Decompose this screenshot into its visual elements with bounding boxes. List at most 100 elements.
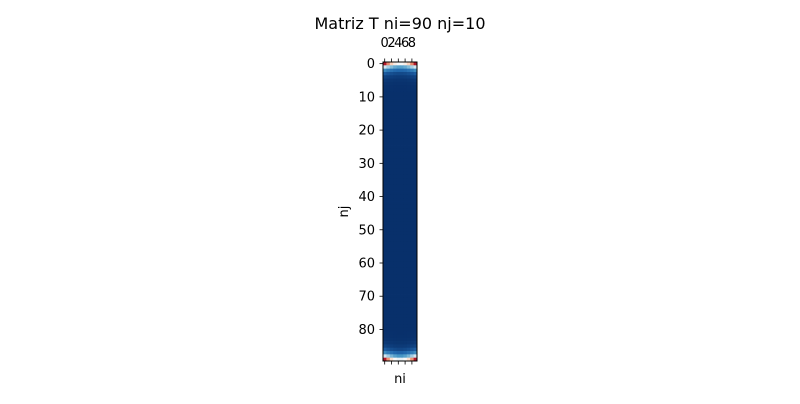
heatmap-cell bbox=[413, 65, 418, 70]
heatmap-cell bbox=[386, 291, 391, 295]
heatmap-cell bbox=[393, 184, 397, 189]
heatmap-cell bbox=[406, 231, 411, 236]
heatmap-cell bbox=[413, 357, 418, 362]
heatmap-cell bbox=[396, 248, 401, 252]
heatmap-cell bbox=[403, 291, 408, 295]
heatmap-cell bbox=[393, 138, 397, 143]
heatmap-cell bbox=[410, 62, 414, 66]
heatmap-cell bbox=[410, 321, 414, 325]
heatmap-cell bbox=[396, 125, 401, 129]
heatmap-cell bbox=[400, 125, 404, 129]
heatmap-cell bbox=[406, 311, 411, 315]
heatmap-cell bbox=[406, 337, 411, 342]
heatmap-cell bbox=[406, 211, 411, 216]
heatmap-cell bbox=[403, 297, 408, 302]
heatmap-cell bbox=[413, 135, 418, 139]
y-tick-label: 60 bbox=[358, 256, 375, 271]
heatmap-cell bbox=[389, 111, 394, 116]
heatmap-cell bbox=[413, 317, 418, 322]
heatmap-cell bbox=[389, 341, 394, 345]
heatmap-cell bbox=[406, 284, 411, 289]
heatmap-cell bbox=[413, 181, 418, 186]
heatmap-cell bbox=[396, 241, 401, 246]
heatmap-cell bbox=[396, 261, 401, 266]
heatmap-cell bbox=[386, 68, 391, 73]
heatmap-cell bbox=[410, 277, 414, 282]
heatmap-cell bbox=[413, 88, 418, 93]
heatmap-cell bbox=[403, 194, 408, 199]
heatmap-cell bbox=[383, 238, 387, 242]
heatmap-cell bbox=[400, 118, 404, 123]
heatmap-cell bbox=[410, 201, 414, 206]
heatmap-cell bbox=[413, 258, 418, 262]
heatmap-cell bbox=[386, 304, 391, 309]
heatmap-cell bbox=[403, 168, 408, 173]
heatmap-cell bbox=[410, 224, 414, 229]
heatmap-cell bbox=[410, 81, 414, 86]
heatmap-cell bbox=[410, 238, 414, 242]
heatmap-cell bbox=[393, 254, 397, 259]
heatmap-cell bbox=[383, 95, 387, 99]
heatmap-cell bbox=[400, 171, 404, 176]
heatmap-cell bbox=[396, 307, 401, 312]
heatmap-cell bbox=[410, 314, 414, 319]
heatmap-cell bbox=[406, 71, 411, 76]
heatmap-cell bbox=[406, 224, 411, 229]
heatmap-cell bbox=[396, 184, 401, 189]
heatmap-cell bbox=[403, 218, 408, 222]
heatmap-cell bbox=[400, 234, 404, 239]
heatmap-cell bbox=[383, 65, 387, 70]
heatmap-cell bbox=[386, 171, 391, 176]
heatmap-cell bbox=[396, 101, 401, 106]
heatmap-cell bbox=[396, 191, 401, 196]
heatmap-cell bbox=[410, 181, 414, 186]
heatmap-cell bbox=[400, 324, 404, 329]
heatmap-cell bbox=[393, 188, 397, 192]
heatmap-cell bbox=[396, 178, 401, 182]
heatmap-cell bbox=[400, 65, 404, 70]
heatmap-cell bbox=[403, 277, 408, 282]
heatmap-cell bbox=[383, 357, 387, 362]
heatmap-cell bbox=[386, 191, 391, 196]
heatmap-cell bbox=[383, 224, 387, 229]
heatmap-cell bbox=[406, 228, 411, 232]
heatmap-cell bbox=[403, 118, 408, 123]
heatmap-cell bbox=[396, 208, 401, 212]
heatmap-cell bbox=[406, 194, 411, 199]
heatmap-cell bbox=[413, 118, 418, 123]
heatmap-cell bbox=[389, 68, 394, 73]
heatmap-cell bbox=[383, 81, 387, 86]
heatmap-cell bbox=[396, 354, 401, 359]
heatmap-cell bbox=[413, 254, 418, 259]
heatmap-cell bbox=[400, 254, 404, 259]
heatmap-cell bbox=[383, 148, 387, 153]
heatmap-cell bbox=[396, 91, 401, 96]
heatmap-cell bbox=[383, 131, 387, 136]
heatmap-cell bbox=[389, 271, 394, 276]
heatmap-cell bbox=[403, 264, 408, 269]
y-tick-label: 10 bbox=[358, 90, 375, 105]
heatmap-cell bbox=[400, 101, 404, 106]
heatmap-cell bbox=[400, 311, 404, 315]
heatmap-cell bbox=[386, 128, 391, 133]
heatmap-cell bbox=[400, 354, 404, 359]
heatmap-cell bbox=[403, 258, 408, 262]
heatmap-cell bbox=[393, 88, 397, 93]
heatmap-cell bbox=[383, 277, 387, 282]
heatmap-cell bbox=[383, 301, 387, 305]
heatmap-cell bbox=[410, 241, 414, 246]
heatmap-cell bbox=[389, 138, 394, 143]
heatmap-cell bbox=[393, 341, 397, 345]
heatmap-cell bbox=[383, 311, 387, 315]
heatmap-cell bbox=[410, 284, 414, 289]
heatmap-cell bbox=[386, 145, 391, 149]
heatmap-cell bbox=[406, 188, 411, 192]
heatmap-cell bbox=[383, 221, 387, 226]
heatmap-cell bbox=[393, 168, 397, 173]
heatmap-cell bbox=[406, 321, 411, 325]
heatmap-cell bbox=[386, 198, 391, 202]
heatmap-cell bbox=[413, 105, 418, 109]
heatmap-cell bbox=[396, 141, 401, 146]
heatmap-cell bbox=[396, 297, 401, 302]
heatmap-cell bbox=[410, 354, 414, 359]
